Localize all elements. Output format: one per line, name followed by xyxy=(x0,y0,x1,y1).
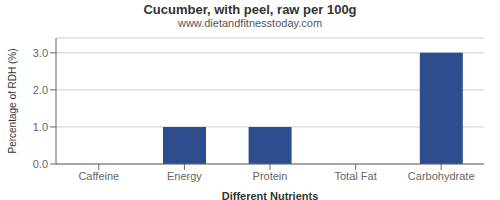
html-text:www.dietandfitnesstoday.com: www.dietandfitnesstoday.com xyxy=(178,17,322,29)
svg-text:Caffeine: Caffeine xyxy=(78,170,119,182)
html-text:Cucumber, with peel, raw per 1: Cucumber, with peel, raw per 100g xyxy=(143,2,357,17)
svg-text:1.0: 1.0 xyxy=(33,121,48,133)
svg-text:Energy: Energy xyxy=(167,170,202,182)
svg-text:Total Fat: Total Fat xyxy=(335,170,377,182)
svg-text:Carbohydrate: Carbohydrate xyxy=(408,170,475,182)
svg-text:Percentage of RDH (%): Percentage of RDH (%) xyxy=(8,48,18,153)
svg-text:3.0: 3.0 xyxy=(33,47,48,59)
svg-text:2.0: 2.0 xyxy=(33,84,48,96)
svg-text:Protein: Protein xyxy=(253,170,288,182)
svg-text:Different Nutrients: Different Nutrients xyxy=(222,190,319,200)
svg-text:0.0: 0.0 xyxy=(33,158,48,170)
